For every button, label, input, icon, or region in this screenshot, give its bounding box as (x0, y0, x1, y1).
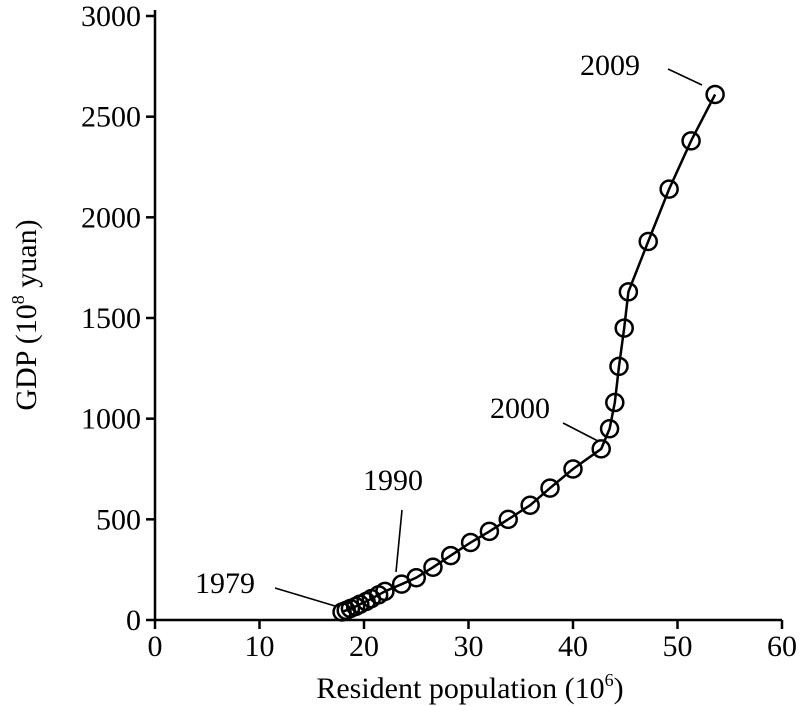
data-point (605, 392, 625, 413)
y-tick-label: 1500 (81, 302, 141, 335)
x-tick-label: 60 (767, 630, 797, 663)
annotation-leader (274, 587, 336, 607)
data-point (705, 84, 725, 105)
data-point (479, 521, 500, 542)
data-point (659, 179, 679, 199)
data-point (618, 282, 639, 302)
x-tick-label: 50 (663, 630, 693, 663)
annotation-label: 1979 (195, 567, 255, 600)
x-tick-label: 10 (245, 630, 275, 663)
x-axis-title: Resident population (106) (316, 670, 623, 705)
plot-area (332, 84, 725, 622)
x-tick-label: 40 (558, 630, 588, 663)
annotation-leader (395, 509, 403, 573)
data-point (599, 418, 620, 439)
data-point (591, 439, 611, 459)
y-tick-label: 2500 (81, 101, 141, 134)
x-tick-label: 20 (349, 630, 379, 663)
y-ticks: 0 500 1000 1500 2000 2500 3000 (81, 0, 155, 637)
data-point (609, 356, 629, 377)
x-tick-label: 30 (454, 630, 484, 663)
y-tick-label: 1000 (81, 403, 141, 436)
y-tick-label: 500 (96, 503, 141, 536)
x-tick-label: 0 (148, 630, 163, 663)
y-tick-label: 0 (126, 604, 141, 637)
data-point (638, 231, 658, 252)
annotation-label: 1990 (363, 464, 423, 497)
data-point (498, 509, 518, 530)
data-point (614, 318, 634, 338)
axes (153, 10, 782, 622)
data-point (406, 567, 426, 588)
data-point (375, 581, 395, 602)
data-point (520, 495, 540, 515)
data-point (681, 131, 701, 151)
annotations: 1979 1990 2000 2009 (195, 49, 703, 607)
x-ticks: 0 10 20 30 40 50 60 (148, 620, 797, 663)
annotation-label: 2000 (490, 392, 550, 425)
annotation-label: 2009 (580, 49, 640, 82)
y-tick-label: 3000 (81, 0, 141, 33)
data-point (440, 545, 461, 566)
y-axis-title: GDP (108 yuan) (8, 219, 43, 410)
series-line (341, 93, 717, 614)
y-tick-label: 2000 (81, 201, 141, 234)
annotation-leader (562, 422, 599, 442)
data-point (540, 478, 560, 498)
annotation-leader (667, 68, 703, 86)
data-point (563, 459, 583, 479)
data-point (423, 557, 443, 578)
data-point (460, 532, 481, 553)
